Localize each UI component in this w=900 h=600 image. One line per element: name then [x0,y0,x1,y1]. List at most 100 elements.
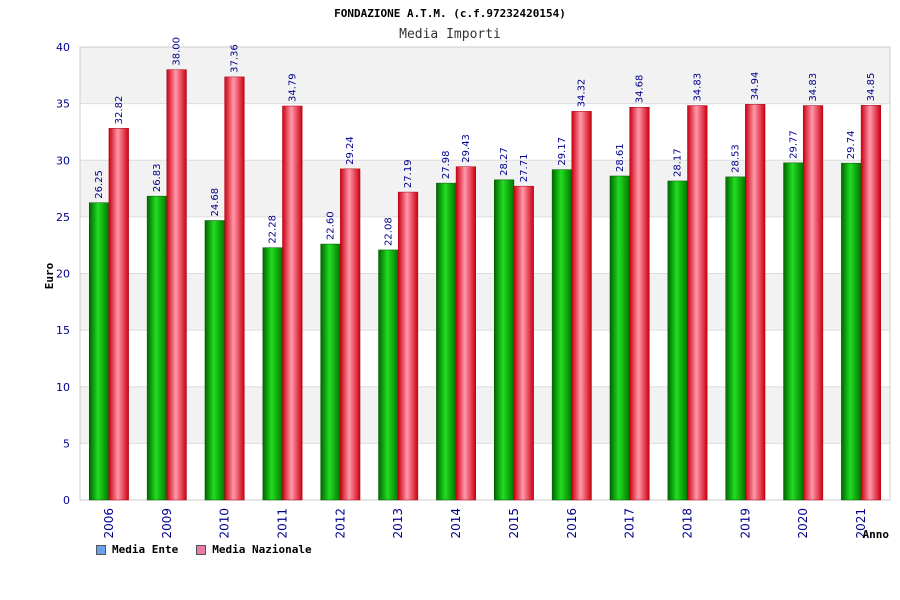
data-label: 28.61 [615,143,626,172]
data-label: 22.60 [326,211,337,240]
data-label: 34.83 [692,73,703,102]
bar-media-nazionale [455,166,476,501]
bar-media-ente [204,220,225,501]
data-label: 34.79 [287,73,298,102]
data-label: 29.17 [557,137,568,166]
data-label: 28.27 [499,147,510,176]
data-label: 29.77 [788,130,799,159]
chart-subtitle: Media Importi [399,27,501,42]
plot-frame [79,46,891,501]
data-label: 28.53 [731,144,742,173]
legend-swatch-media-ente [96,544,106,555]
data-label: 22.28 [268,215,279,244]
bar-media-ente [725,176,746,501]
data-label: 34.85 [866,73,877,102]
data-label: 26.83 [152,164,163,193]
data-label: 27.71 [519,154,530,183]
plot-band [80,443,890,500]
bar-media-ente [667,180,688,501]
bar-media-ente [89,202,110,501]
bar-media-ente [841,162,862,501]
x-tick-label: 2017 [623,508,637,539]
data-label: 27.19 [403,159,414,188]
y-axis-title: Euro [43,262,56,289]
x-tick-label: 2020 [796,508,810,539]
data-label: 37.36 [229,44,240,73]
data-labels: 26.25 32.82 26.83 38.00 24.68 37.36 22.28 34.79… [94,37,877,246]
x-tick-label: 2018 [681,508,695,539]
y-tick-label: 40 [56,41,70,54]
bar-media-ente [146,195,168,501]
bar-media-nazionale [340,168,361,501]
x-tick-label: 2006 [102,508,116,539]
bar-media-nazionale [571,111,592,501]
bar-media-nazionale [166,69,187,501]
bar-media-ente [494,179,515,501]
bar-media-nazionale [687,105,708,501]
x-tick-label: 2010 [218,508,232,539]
y-tick-label: 5 [63,437,70,450]
plot-band [80,386,890,444]
bar-media-nazionale [860,105,881,501]
plot-band [80,47,890,104]
bars [89,69,881,501]
x-tick-label: 2014 [449,508,463,539]
legend-swatch-media-nazionale [196,544,207,555]
plot-band [80,160,890,217]
bar-media-nazionale [745,104,766,501]
data-label: 22.08 [383,217,394,246]
legend: Media Ente Media Nazionale [96,543,312,556]
y-tick-label: 20 [56,268,70,281]
data-label: 32.82 [114,96,125,125]
legend-item-media-ente: Media Ente [96,543,178,556]
bar-media-ente [436,182,457,501]
data-label: 28.17 [673,148,684,177]
x-axis-ticks: 2006 2009 2010 2011 2012 2013 2014 2015 2016 2017… [102,508,868,539]
bar-media-nazionale [802,105,824,501]
bar-media-ente [378,249,399,501]
bar-media-nazionale [629,106,650,501]
x-axis-title: Anno [863,528,890,541]
x-tick-label: 2015 [507,508,521,539]
bar-media-nazionale [513,185,534,501]
bar-media-nazionale [108,128,129,501]
plot-band [80,103,890,161]
bar-media-ente [551,169,573,501]
x-tick-label: 2013 [391,508,405,539]
plot-band [80,330,890,387]
x-tick-label: 2016 [565,508,579,539]
data-label: 27.98 [441,150,452,179]
y-tick-label: 0 [63,494,70,507]
y-tick-label: 15 [56,324,70,337]
data-label: 34.94 [750,72,761,101]
data-label: 34.68 [634,75,645,104]
bar-media-nazionale [397,191,419,501]
data-label: 29.43 [461,134,472,163]
bar-media-nazionale [282,105,303,501]
bar-media-nazionale [224,76,245,501]
bar-media-ente [320,243,341,501]
plot-band [80,273,890,331]
legend-label-media-nazionale: Media Nazionale [212,543,312,556]
data-label: 29.74 [846,131,857,160]
data-label: 38.00 [172,37,183,66]
bar-media-ente [783,162,804,501]
x-tick-label: 2011 [276,508,290,539]
y-tick-label: 10 [56,381,70,394]
plot-band [80,216,890,274]
y-tick-label: 35 [56,98,70,111]
x-tick-label: 2021 [854,508,868,539]
data-label: 34.32 [577,79,588,108]
legend-label-media-ente: Media Ente [112,543,179,556]
x-tick-label: 2009 [160,508,174,539]
legend-item-media-nazionale: Media Nazionale [196,543,312,556]
bar-media-ente [262,247,283,501]
data-label: 26.25 [94,170,105,199]
y-tick-label: 25 [56,211,70,224]
x-tick-label: 2012 [333,508,347,539]
chart-title: FONDAZIONE A.T.M. (c.f.97232420154) [334,7,566,20]
data-label: 24.68 [210,188,221,217]
data-label: 34.83 [808,73,819,102]
x-tick-label: 2019 [738,508,752,539]
